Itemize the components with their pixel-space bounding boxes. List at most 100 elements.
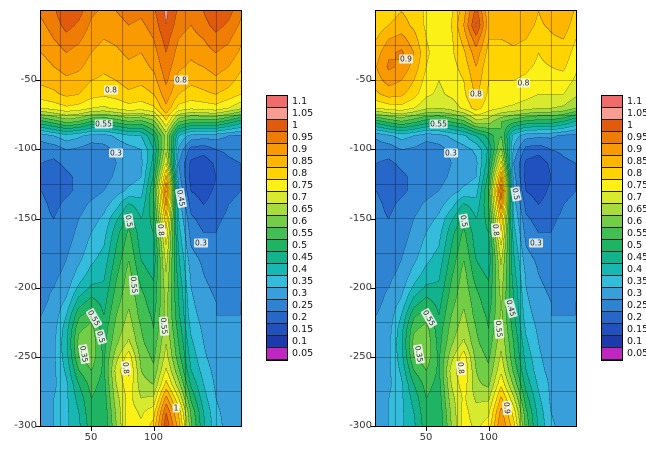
colorbar-cell bbox=[602, 96, 622, 108]
colorbar-tick-label: 0.75 bbox=[627, 180, 646, 191]
colorbar-tick-label: 1.05 bbox=[292, 108, 314, 119]
colorbar-cell bbox=[267, 336, 287, 348]
colorbar-tick-label: 0.9 bbox=[292, 144, 308, 155]
colorbar-right: 1.1 1.05 1 0.95 0.9 0.85 0.8 0.75 0.7 0.65 0.6 0.55… bbox=[601, 95, 646, 361]
colorbar-cell bbox=[602, 348, 622, 360]
colorbar-cell bbox=[267, 216, 287, 228]
colorbar-tick-label: 0.85 bbox=[627, 156, 646, 167]
y-tick-mark bbox=[36, 218, 41, 220]
colorbar-tick-label: 0.3 bbox=[627, 288, 643, 299]
y-tick-label: -250 bbox=[14, 350, 37, 362]
colorbar-tick-label: 0.55 bbox=[627, 228, 646, 239]
y-tick-mark bbox=[371, 356, 376, 358]
colorbar-cell bbox=[267, 276, 287, 288]
contour-label: 0.9 bbox=[502, 400, 513, 416]
contour-label: 0.55 bbox=[128, 275, 139, 295]
colorbar-tick-label: 0.7 bbox=[292, 192, 308, 203]
colorbar-cell bbox=[267, 144, 287, 156]
colorbar-tick-label: 0.4 bbox=[292, 264, 308, 275]
colorbar-cell bbox=[267, 96, 287, 108]
colorbar-tick-label: 0.35 bbox=[627, 276, 646, 287]
x-tick-label: 50 bbox=[419, 432, 433, 443]
colorbar-tick-label: 0.7 bbox=[627, 192, 643, 203]
colorbar-cell bbox=[267, 348, 287, 360]
x-tick-mark bbox=[426, 426, 427, 431]
colorbar-tick-label: 0.6 bbox=[292, 216, 308, 227]
contour-label: 0.8 bbox=[469, 89, 483, 99]
colorbar-tick-label: 0.2 bbox=[627, 312, 643, 323]
colorbar-tick-label: 0.8 bbox=[627, 168, 643, 179]
y-tick-mark bbox=[36, 356, 41, 358]
colorbar-cell bbox=[602, 312, 622, 324]
colorbar-cell bbox=[602, 192, 622, 204]
colorbar-cell bbox=[267, 156, 287, 168]
colorbar-cell bbox=[267, 252, 287, 264]
colorbar-tick-label: 0.2 bbox=[292, 312, 308, 323]
colorbar-cell bbox=[602, 180, 622, 192]
contour-label: 0.3 bbox=[529, 238, 543, 248]
contour-plot-left: -50 -100 -150 -200 -250 -300 50 100 0.8 0.8 0.55 0.… bbox=[14, 10, 242, 443]
contour-label: 0.8 bbox=[490, 222, 502, 237]
contour-label: 0.9 bbox=[399, 54, 413, 64]
colorbar-cell bbox=[602, 132, 622, 144]
colorbar-cell bbox=[267, 180, 287, 192]
contour-canvas-right bbox=[376, 11, 576, 426]
colorbar-cell bbox=[602, 168, 622, 180]
colorbar-cell bbox=[267, 120, 287, 132]
colorbar-tick-label: 1.1 bbox=[627, 96, 643, 107]
colorbar-cell bbox=[267, 228, 287, 240]
colorbar-cell bbox=[602, 288, 622, 300]
contour-label: 0.8 bbox=[120, 360, 132, 376]
colorbar-cell bbox=[602, 252, 622, 264]
contour-label: 0.55 bbox=[94, 119, 113, 129]
y-tick-mark bbox=[36, 149, 41, 151]
y-tick-mark bbox=[371, 426, 376, 427]
y-tick-label: -50 bbox=[20, 74, 37, 86]
colorbar-tick-label: 0.55 bbox=[292, 228, 314, 239]
contour-label: 1 bbox=[172, 403, 180, 413]
colorbar-tick-label: 0.8 bbox=[292, 168, 308, 179]
x-tick-label: 100 bbox=[143, 432, 164, 443]
contour-label: 0.55 bbox=[429, 119, 448, 129]
colorbar-tick-label: 0.25 bbox=[292, 300, 314, 311]
y-tick-label: -200 bbox=[14, 281, 37, 293]
colorbar-tick-label: 1.1 bbox=[292, 96, 308, 107]
colorbar-cell bbox=[267, 204, 287, 216]
y-tick-label: -100 bbox=[349, 143, 372, 155]
colorbar-tick-label: 0.05 bbox=[627, 348, 646, 359]
colorbar-left: 1.1 1.05 1 0.95 0.9 0.85 0.8 0.75 0.7 0.65 0.6 0.55… bbox=[266, 95, 313, 361]
y-tick-label: -300 bbox=[349, 420, 372, 431]
colorbar-tick-label: 0.45 bbox=[627, 252, 646, 263]
x-tick-mark bbox=[91, 426, 92, 431]
colorbar-tick-label: 0.05 bbox=[292, 348, 314, 359]
colorbar-tick-label: 0.3 bbox=[292, 288, 308, 299]
contour-label: 0.3 bbox=[444, 148, 458, 158]
contour-label: 0.55 bbox=[158, 316, 169, 337]
y-tick-label: -200 bbox=[349, 281, 372, 293]
contour-label: 0.5 bbox=[122, 213, 135, 229]
colorbar-cell bbox=[267, 288, 287, 300]
y-tick-label: -250 bbox=[349, 350, 372, 362]
colorbar-tick-label: 1.05 bbox=[627, 108, 646, 119]
colorbar-tick-label: 0.15 bbox=[627, 324, 646, 335]
y-tick-mark bbox=[371, 80, 376, 82]
contour-plot-right: -50 -100 -150 -200 -250 -300 50 100 0.9 0.8 0.8 0.5… bbox=[349, 10, 577, 443]
y-tick-mark bbox=[371, 149, 376, 151]
colorbar-tick-label: 0.65 bbox=[627, 204, 646, 215]
x-tick-label: 100 bbox=[478, 432, 499, 443]
colorbar-cell bbox=[602, 264, 622, 276]
colorbar-tick-label: 0.1 bbox=[292, 336, 308, 347]
y-tick-mark bbox=[371, 287, 376, 289]
y-tick-mark bbox=[36, 287, 41, 289]
colorbar-tick-label: 0.45 bbox=[292, 252, 314, 263]
colorbar-tick-label: 0.4 bbox=[627, 264, 643, 275]
colorbar-cell bbox=[602, 324, 622, 336]
colorbar-cell bbox=[602, 300, 622, 312]
contour-canvas-left bbox=[41, 11, 241, 426]
colorbar-cell bbox=[602, 240, 622, 252]
y-tick-label: -150 bbox=[14, 212, 37, 224]
y-tick-mark bbox=[36, 426, 41, 427]
colorbar-cell bbox=[602, 216, 622, 228]
colorbar-tick-label: 0.15 bbox=[292, 324, 314, 335]
contour-label: 0.3 bbox=[194, 238, 208, 248]
